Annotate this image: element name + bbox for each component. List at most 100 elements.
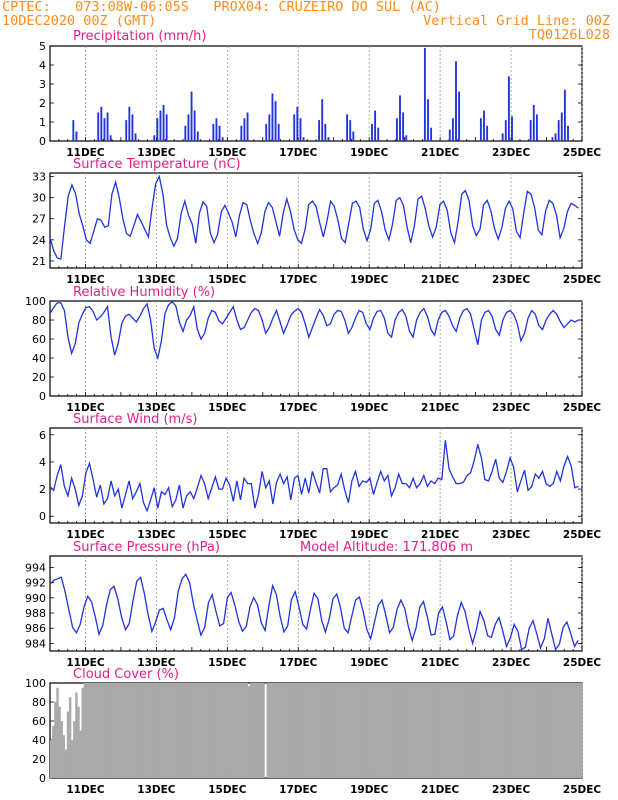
x-tick-label: 13DEC [137, 402, 176, 414]
panel-subtitle: Model Altitude: 171.806 m [300, 540, 473, 555]
header-line1: CPTEC: 073:08W-06:05S PROX04: CRUZEIRO D… [2, 0, 441, 15]
cloud-bar [451, 683, 455, 778]
cloud-bar [138, 683, 141, 778]
x-tick-label: 17DEC [279, 402, 318, 414]
cloud-bar [197, 683, 200, 778]
precip-bar [352, 131, 355, 141]
cloud-bar [182, 683, 185, 778]
cloud-bar [413, 683, 417, 778]
y-tick-label: 990 [25, 592, 46, 605]
cloud-bar [323, 683, 326, 778]
cloud-bar [495, 683, 499, 778]
y-tick-label: 100 [25, 677, 46, 690]
cloud-bar [468, 683, 471, 778]
cloud-bar [497, 683, 501, 778]
cloud-bar [375, 683, 379, 778]
cloud-bar [123, 683, 126, 778]
panel-title: Surface Wind (m/s) [73, 412, 197, 427]
cloud-bar [163, 683, 166, 778]
cloud-bar [60, 721, 63, 778]
cloud-bar [380, 683, 383, 778]
cloud-bar [136, 683, 139, 778]
precip-bar [427, 99, 429, 141]
cloud-bar [190, 683, 194, 778]
precip-bar [131, 114, 134, 141]
series-line-wind [49, 440, 579, 513]
precip-bar [318, 120, 321, 141]
cloud-bar [338, 683, 341, 778]
x-tick-label: 23DEC [492, 147, 531, 159]
precip-bar [327, 137, 330, 141]
cloud-bar [403, 683, 406, 778]
x-tick-label: 11DEC [66, 529, 105, 541]
cloud-bar [512, 683, 516, 778]
y-tick-label: 2 [39, 97, 46, 110]
cloud-bar [144, 683, 148, 778]
precip-bar [507, 76, 510, 141]
cloud-bar [321, 683, 324, 778]
cloud-bar [489, 683, 492, 778]
precip-bar [106, 112, 109, 141]
cloud-bar [188, 683, 192, 778]
precip-bar [377, 127, 380, 141]
cloud-bar [300, 683, 303, 778]
panel-title: Relative Humidity (%) [73, 285, 215, 300]
precip-bar [97, 112, 100, 141]
cloud-bar [567, 683, 570, 778]
y-tick-label: 100 [25, 295, 46, 308]
cloud-bar [75, 692, 78, 778]
cloud-bar [62, 735, 66, 778]
cloud-bar [386, 683, 389, 778]
x-tick-label: 15DEC [208, 784, 247, 796]
cloud-bar [319, 683, 322, 778]
cloud-bar [542, 683, 545, 778]
y-tick-label: 40 [32, 352, 46, 365]
cloud-bar [73, 721, 76, 778]
cloud-bar [399, 683, 402, 778]
cloud-bar [260, 683, 263, 778]
cloud-bar [134, 683, 137, 778]
cloud-bar [243, 683, 246, 778]
precip-bar [551, 137, 554, 141]
cloud-bar [205, 683, 209, 778]
precip-bar [302, 137, 305, 141]
cloud-bar [516, 683, 520, 778]
x-tick-label: 15DEC [208, 402, 247, 414]
y-tick-label: 0 [39, 135, 46, 148]
cloud-bar [92, 683, 95, 778]
x-tick-label: 21DEC [421, 274, 460, 286]
precip-bar [212, 123, 215, 141]
cloud-bar [443, 683, 446, 778]
precip-bar [535, 114, 538, 141]
cloud-bar [146, 683, 150, 778]
precip-bar [100, 106, 103, 141]
cloud-bar [52, 725, 55, 778]
cloud-bar [445, 683, 448, 778]
cloud-bar [510, 683, 513, 778]
series-line-pressure [49, 572, 579, 652]
cloud-bar [508, 683, 511, 778]
cloud-bar [287, 683, 291, 778]
cloud-bar [98, 683, 101, 778]
panel-title: Cloud Cover (%) [73, 667, 179, 682]
precip-bar [563, 89, 566, 141]
x-tick-label: 21DEC [421, 657, 460, 669]
cloud-bar [161, 683, 164, 778]
cloud-bar [525, 683, 528, 778]
cloud-bar [228, 683, 232, 778]
precip-bar [184, 125, 187, 141]
cloud-bar [464, 683, 467, 778]
cloud-bar [165, 683, 169, 778]
cloud-bar [363, 683, 366, 778]
cloud-bar [281, 683, 284, 778]
cloud-bar [203, 683, 206, 778]
cloud-bar [571, 683, 574, 778]
cloud-bar [483, 683, 486, 778]
cloud-bar [577, 683, 581, 778]
x-tick-label: 13DEC [137, 147, 176, 159]
cloud-bar [575, 683, 579, 778]
cloud-bar [298, 683, 301, 778]
cloud-bar [81, 687, 84, 778]
precip-bar [246, 112, 249, 141]
cloud-bar [342, 683, 345, 778]
